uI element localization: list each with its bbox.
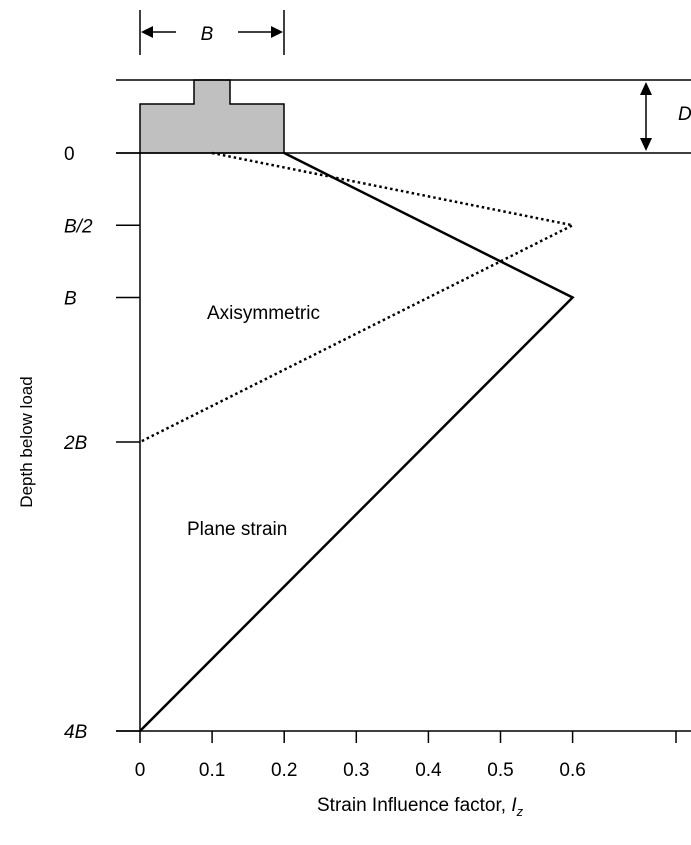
series-line-axisymmetric [139,151,577,444]
x-tick-label: 0.3 [343,760,369,781]
footing [139,79,285,154]
x-tick-label: 0.5 [487,760,513,781]
y-tick-label: B [64,289,77,310]
x-tick-label: 0.2 [271,760,297,781]
series-label-axisymmetric: Axisymmetric [207,303,320,324]
depth-label: D [678,104,691,125]
x-axis-title-subscript: z [516,804,524,819]
x-axis-title-text: Strain Influence factor, [317,795,511,816]
x-tick-label: 0.6 [559,760,585,781]
depth-dimension: D [640,82,691,151]
x-tick-label: 0.4 [415,760,442,781]
y-tick-label: 0 [64,144,75,165]
x-axis-title-symbol: I [511,795,517,816]
width-dimension: B [139,10,285,55]
y-axis-title: Depth below load [17,376,36,507]
width-label: B [201,24,214,45]
x-axis-title: Strain Influence factor, Iz [317,795,524,819]
series-line-plane-strain [139,151,575,732]
y-tick-label: 2B [63,433,88,454]
y-tick-label: B/2 [64,216,93,237]
y-tick-label: 4B [64,722,88,743]
x-tick-label: 0 [135,760,146,781]
series-label-plane-strain: Plane strain [187,519,287,540]
x-tick-label: 0.1 [199,760,225,781]
